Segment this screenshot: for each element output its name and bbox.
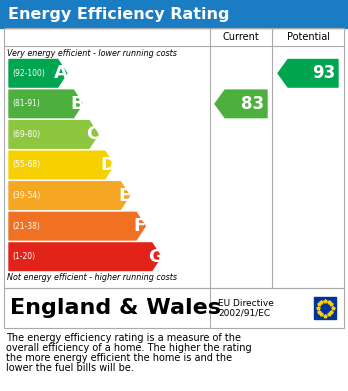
Polygon shape	[9, 182, 129, 209]
Bar	[0, 0, 348, 28]
Polygon shape	[9, 59, 67, 87]
Text: (1-20): (1-20)	[12, 252, 35, 261]
Text: overall efficiency of a home. The higher the rating: overall efficiency of a home. The higher…	[6, 343, 252, 353]
Polygon shape	[215, 90, 267, 118]
Text: England & Wales: England & Wales	[10, 298, 221, 318]
Text: the more energy efficient the home is and the: the more energy efficient the home is an…	[6, 353, 232, 363]
Text: (21-38): (21-38)	[12, 222, 40, 231]
Polygon shape	[9, 121, 98, 148]
Text: E: E	[118, 187, 130, 204]
Text: Current: Current	[223, 32, 259, 42]
Bar	[4, 28, 344, 288]
Polygon shape	[9, 212, 145, 240]
Text: (92-100): (92-100)	[12, 69, 45, 78]
Text: (55-68): (55-68)	[12, 160, 40, 170]
Text: (81-91): (81-91)	[12, 99, 40, 108]
Text: A: A	[54, 64, 68, 82]
Text: EU Directive: EU Directive	[218, 298, 274, 307]
Text: G: G	[148, 248, 163, 266]
Polygon shape	[278, 59, 338, 87]
Text: B: B	[70, 95, 84, 113]
Text: Potential: Potential	[286, 32, 330, 42]
Text: 93: 93	[312, 64, 335, 82]
Bar	[314, 297, 336, 319]
Text: 83: 83	[241, 95, 264, 113]
Bar	[4, 288, 344, 328]
Text: Not energy efficient - higher running costs: Not energy efficient - higher running co…	[7, 273, 177, 283]
Polygon shape	[9, 151, 114, 179]
Polygon shape	[9, 90, 82, 118]
Text: Energy Efficiency Rating: Energy Efficiency Rating	[8, 7, 229, 22]
Text: The energy efficiency rating is a measure of the: The energy efficiency rating is a measur…	[6, 333, 241, 343]
Text: Very energy efficient - lower running costs: Very energy efficient - lower running co…	[7, 48, 177, 57]
Text: lower the fuel bills will be.: lower the fuel bills will be.	[6, 363, 134, 373]
Polygon shape	[9, 243, 161, 271]
Text: (39-54): (39-54)	[12, 191, 40, 200]
Text: D: D	[101, 156, 116, 174]
Text: C: C	[86, 126, 99, 143]
Text: 2002/91/EC: 2002/91/EC	[218, 308, 270, 317]
Text: (69-80): (69-80)	[12, 130, 40, 139]
Text: F: F	[134, 217, 146, 235]
